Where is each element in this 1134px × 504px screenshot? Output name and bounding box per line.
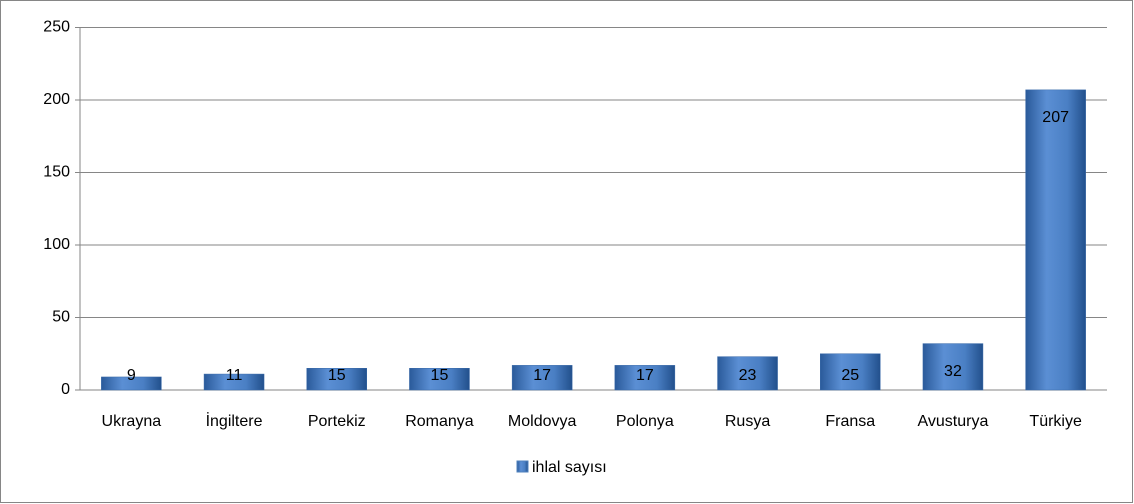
y-tick-label: 100 [43, 236, 70, 253]
bar [717, 356, 778, 391]
bar [614, 365, 676, 391]
legend-swatch [516, 460, 529, 473]
data-label: 15 [328, 367, 346, 384]
bar [101, 376, 162, 391]
x-tick-label: Rusya [725, 413, 770, 430]
bar [409, 368, 470, 391]
data-label: 23 [739, 367, 757, 384]
x-tick-label: Türkiye [1029, 413, 1082, 430]
data-label: 207 [1042, 109, 1069, 126]
x-tick-label: Moldovya [508, 413, 577, 430]
bar [511, 365, 573, 391]
data-label: 32 [944, 363, 962, 380]
x-tick-label: Avusturya [918, 413, 989, 430]
x-tick-label: Ukrayna [102, 413, 162, 430]
data-label: 11 [226, 367, 243, 384]
y-tick-label: 0 [61, 381, 70, 398]
x-tick-label: Polonya [616, 413, 674, 430]
bar [203, 373, 265, 391]
bar [306, 368, 367, 391]
bar [820, 353, 881, 391]
bar [922, 343, 984, 391]
x-tick-label: Romanya [405, 413, 474, 430]
y-tick-label: 150 [43, 164, 70, 181]
data-label: 9 [127, 367, 136, 384]
x-tick-label: Portekiz [308, 413, 366, 430]
x-tick-label: İngiltere [206, 411, 263, 430]
x-tick-label: Fransa [825, 413, 875, 430]
data-label: 17 [533, 367, 551, 384]
bar [1025, 89, 1086, 391]
y-tick-label: 200 [43, 91, 70, 108]
data-label: 17 [636, 367, 654, 384]
y-tick-label: 50 [52, 309, 70, 326]
data-label: 15 [431, 367, 449, 384]
y-tick-label: 250 [43, 19, 70, 36]
data-label: 25 [841, 367, 859, 384]
legend-label: ihlal sayısı [532, 459, 607, 476]
